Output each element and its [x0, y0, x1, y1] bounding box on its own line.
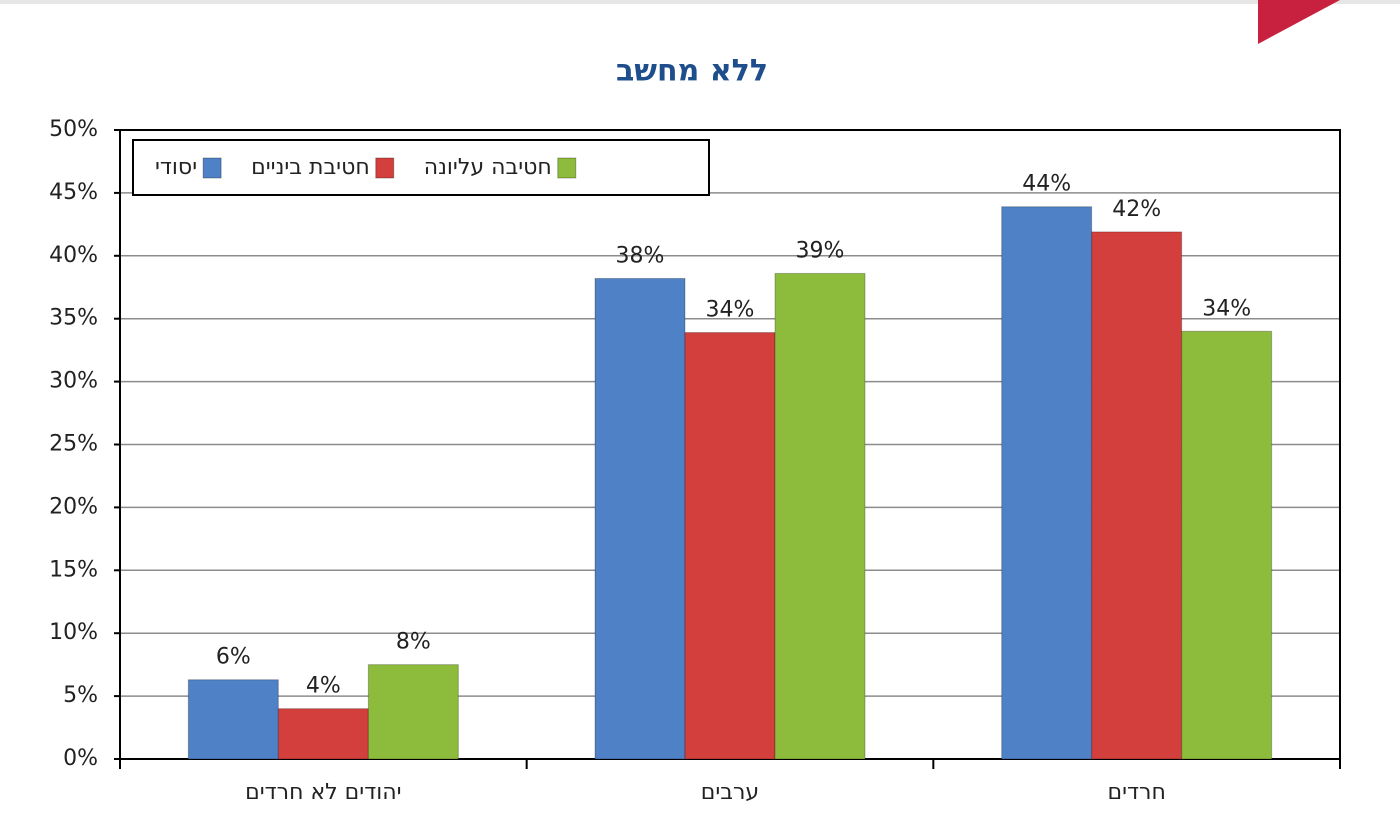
bar: [367, 664, 459, 760]
chart-title: ללא מחשב: [616, 54, 768, 89]
y-tick-label: 40%: [49, 243, 98, 268]
y-tick-label: 20%: [49, 494, 98, 519]
corner-decoration: [1258, 0, 1340, 44]
bar: [277, 708, 369, 760]
top-strip: [0, 0, 1400, 4]
y-tick-label: 35%: [49, 306, 98, 331]
legend-swatch: [557, 157, 577, 179]
data-label: 44%: [1022, 172, 1071, 197]
bar: [187, 679, 279, 760]
y-tick-label: 50%: [49, 117, 98, 142]
legend-label: יסודי: [155, 155, 197, 180]
x-tick-label: ערבים: [701, 780, 759, 805]
bar: [684, 332, 776, 760]
y-tick-label: 25%: [49, 432, 98, 457]
legend-box: [132, 139, 710, 196]
y-tick-label: 30%: [49, 369, 98, 394]
y-tick-label: 45%: [49, 180, 98, 205]
legend-label: חטיבה עליונה: [424, 155, 552, 180]
bar: [1091, 231, 1183, 760]
x-tick-label: יהודים לא חרדים: [245, 780, 401, 805]
x-tick-label: חרדים: [1108, 780, 1166, 805]
data-label: 6%: [216, 645, 251, 670]
bar: [594, 277, 686, 760]
legend-swatch: [202, 157, 222, 179]
y-tick-label: 10%: [49, 620, 98, 645]
data-label: 38%: [616, 243, 665, 268]
bar: [1181, 330, 1273, 760]
data-label: 8%: [396, 630, 431, 655]
y-tick-label: 15%: [49, 557, 98, 582]
bar: [1001, 206, 1093, 760]
data-label: 34%: [706, 298, 755, 323]
y-tick-label: 0%: [63, 746, 98, 771]
bar: [774, 272, 866, 760]
data-label: 39%: [796, 238, 845, 263]
legend-swatch: [375, 157, 395, 179]
legend-label: חטיבת ביניים: [251, 155, 370, 180]
data-label: 34%: [1202, 296, 1251, 321]
data-label: 42%: [1112, 197, 1161, 222]
y-tick-label: 5%: [63, 683, 98, 708]
data-label: 4%: [306, 674, 341, 699]
